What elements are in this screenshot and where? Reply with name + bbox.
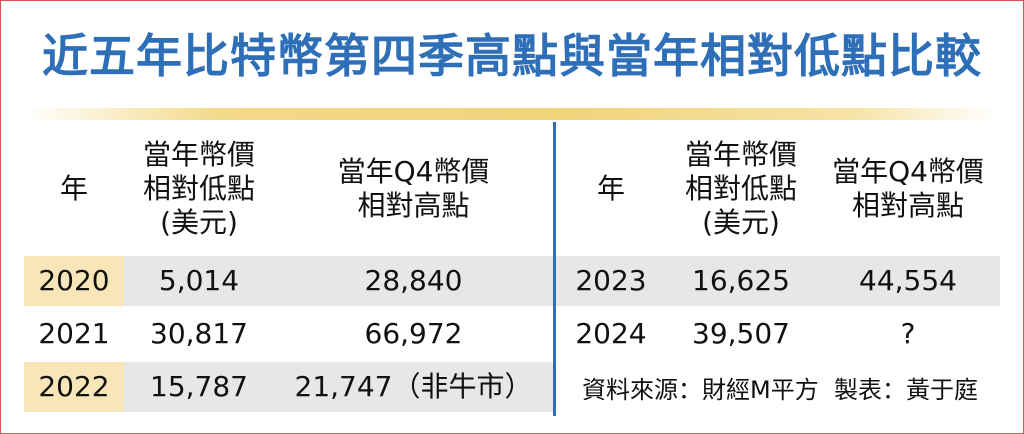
table-cell-low: 16,625 [692, 264, 790, 297]
table-cell-low: 39,507 [692, 317, 790, 350]
header-low-left: 當年幣價 相對低點 (美元) [142, 138, 255, 239]
table-cell-high: ? [900, 317, 916, 350]
table-cell-high: 28,840 [364, 264, 463, 297]
row-band-2020 [124, 256, 553, 306]
table-divider [553, 122, 556, 416]
title-underline-rule [24, 108, 1000, 120]
table-cell-low: 30,817 [150, 317, 248, 350]
table-cell-high: 44,554 [859, 264, 957, 297]
table-cell-year: 2022 [38, 370, 110, 403]
header-year-right: 年 [596, 172, 625, 205]
table-cell-high: 66,972 [364, 317, 463, 350]
row-band-2022 [124, 362, 553, 412]
row-band-2023 [556, 256, 1000, 306]
table-cell-year: 2024 [575, 317, 647, 350]
header-low-right: 當年幣價 相對低點 (美元) [684, 138, 797, 239]
table-cell-low: 15,787 [150, 370, 248, 403]
row-band-2022-year [24, 362, 124, 412]
header-year-left: 年 [59, 172, 88, 205]
table-cell-year: 2020 [38, 264, 110, 297]
header-high-left: 當年Q4幣價 相對高點 [337, 155, 490, 222]
source-note: 資料來源：財經M平方 製表：黃于庭 [582, 375, 978, 404]
table-cell-year: 2021 [38, 317, 110, 350]
table-cell-high: 21,747（非牛市） [294, 370, 533, 403]
page-title: 近五年比特幣第四季高點與當年相對低點比較 [42, 29, 982, 83]
table-cell-year: 2023 [575, 264, 647, 297]
table-cell-low: 5,014 [158, 264, 240, 297]
row-band-2020-year [24, 256, 124, 306]
header-high-right: 當年Q4幣價 相對高點 [832, 155, 984, 222]
